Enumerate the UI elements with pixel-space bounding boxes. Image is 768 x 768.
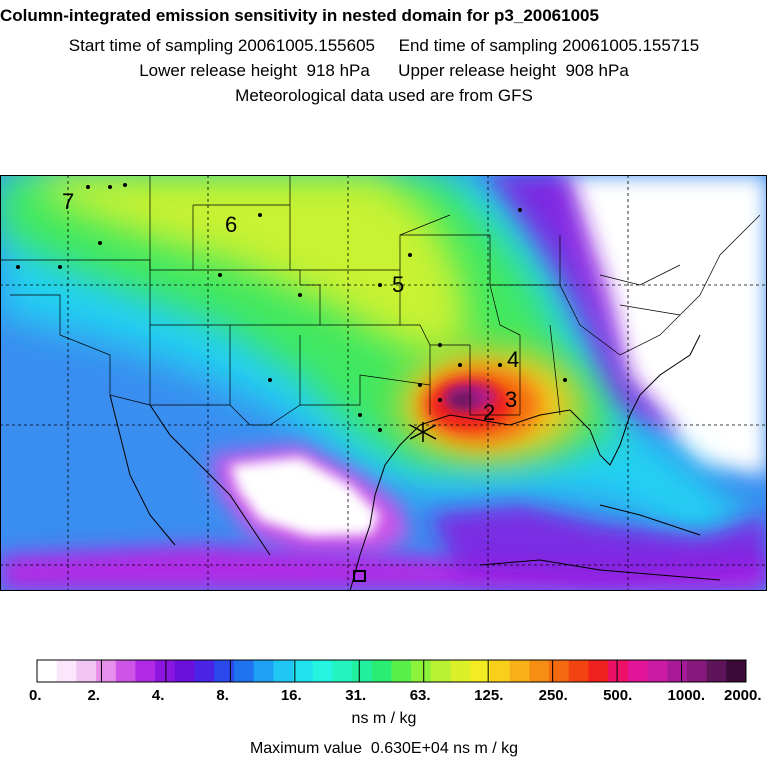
colorbar-swatch: [509, 660, 530, 682]
city-markers: [16, 183, 567, 432]
colorbar-swatch: [135, 660, 156, 682]
colorbar-swatch: [470, 660, 491, 682]
sensitivity-field: [0, 175, 767, 591]
colorbar-tick-label: 8.: [216, 687, 229, 704]
colorbar-swatch: [686, 660, 708, 682]
colorbar-swatch: [430, 660, 452, 682]
colorbar-tick-label: 0.: [29, 687, 42, 704]
colorbar-swatch: [450, 660, 471, 682]
colorbar-tick-label: 63.: [410, 687, 431, 704]
map-grid: [0, 175, 767, 591]
coastlines: [109, 334, 721, 591]
colorbar-ticks: [36, 660, 747, 682]
cluster-label: 7: [62, 189, 74, 214]
colorbar-swatch: [391, 660, 412, 682]
colorbar-swatch: [667, 660, 688, 682]
colorbar-swatch: [253, 660, 274, 682]
colorbar-swatch: [371, 660, 392, 682]
colorbar-tick-label: 31.: [345, 687, 366, 704]
cluster-label: 4: [507, 347, 519, 372]
cluster-label: 2: [483, 400, 495, 425]
start-time: Start time of sampling 20061005.155605: [68, 36, 376, 55]
colorbar-swatch: [352, 660, 373, 682]
colorbar-swatch: [647, 660, 668, 682]
colorbar-tick-label: 500.: [603, 687, 632, 704]
colorbar-swatches: [37, 660, 747, 682]
met-data-source: Meteorological data used are from GFS: [235, 86, 533, 105]
colorbar-swatch: [608, 660, 629, 682]
receptor-box: [353, 570, 366, 582]
colorbar-swatch: [214, 660, 235, 682]
colorbar-tick-label: 16.: [281, 687, 302, 704]
colorbar-swatch: [411, 660, 432, 682]
colorbar-swatch: [155, 660, 176, 682]
maximum-value: Maximum value 0.630E+04 ns m / kg: [249, 740, 519, 757]
sampling-times: Start time of sampling 20061005.155605 E…: [0, 36, 768, 56]
colorbar-swatch: [588, 660, 609, 682]
colorbar-swatch: [273, 660, 294, 682]
colorbar-swatch: [568, 660, 589, 682]
colorbar-swatch: [529, 660, 550, 682]
colorbar-tick-label: 125.: [474, 687, 503, 704]
colorbar-tick-label: 2000.: [724, 687, 762, 704]
colorbar-swatch: [312, 660, 333, 682]
lower-release: Lower release height 918 hPa: [139, 61, 370, 80]
upper-release: Upper release height 908 hPa: [398, 61, 629, 80]
colorbar-swatch: [549, 660, 570, 682]
colorbar-swatch: [293, 660, 314, 682]
plot-title: Column-integrated emission sensitivity i…: [0, 6, 599, 25]
colorbar: 0. 2. 4. 8. 16. 31. 63. 125. 250. 500. 1000. 2000.: [29, 659, 762, 704]
end-time: End time of sampling 20061005.155715: [398, 36, 700, 55]
state-boundaries: [0, 175, 761, 426]
colorbar-swatch: [332, 660, 353, 682]
colorbar-swatch: [627, 660, 649, 682]
colorbar-swatch: [706, 660, 727, 682]
release-point-marker: [409, 422, 437, 442]
colorbar-swatch: [56, 660, 77, 682]
cluster-label: 6: [225, 212, 237, 237]
cluster-label: 5: [392, 272, 404, 297]
colorbar-swatch: [115, 660, 136, 682]
colorbar-swatch: [726, 660, 747, 682]
release-heights: Lower release height 918 hPa Upper relea…: [0, 61, 768, 81]
colorbar-swatch: [174, 660, 196, 682]
colorbar-tick-label: 2.: [87, 687, 100, 704]
colorbar-units: ns m / kg: [351, 710, 417, 727]
colorbar-tick-label: 250.: [539, 687, 568, 704]
colorbar-tick-label: 1000.: [668, 687, 706, 704]
colorbar-swatch: [76, 660, 97, 682]
colorbar-swatch: [37, 660, 58, 682]
colorbar-tick-label: 4.: [152, 687, 165, 704]
emission-sensitivity-map: 7 6 5 4 3 2: [0, 175, 767, 591]
cluster-label: 3: [505, 387, 517, 412]
colorbar-swatch: [489, 660, 511, 682]
colorbar-swatch: [233, 660, 255, 682]
colorbar-swatch: [194, 660, 215, 682]
colorbar-swatch: [96, 660, 117, 682]
